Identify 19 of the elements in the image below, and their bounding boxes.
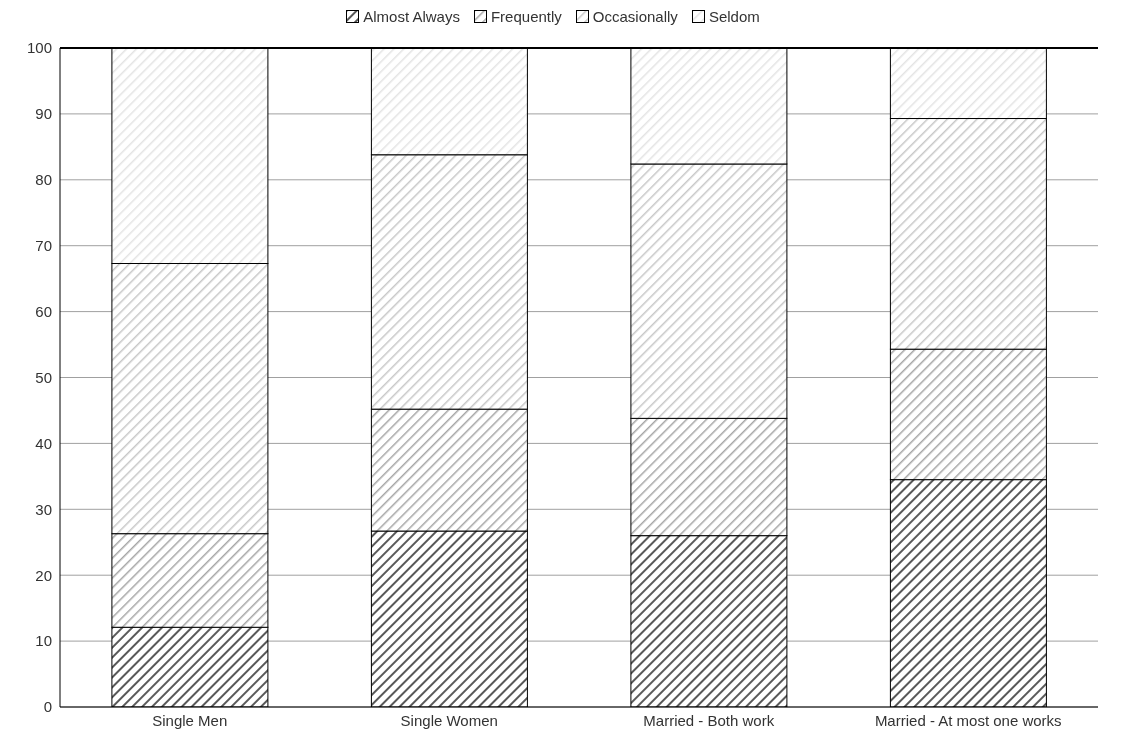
y-tick-label: 30	[35, 500, 52, 518]
x-tick-label: Married - Both work	[643, 711, 775, 729]
legend-label: Almost Always	[363, 8, 460, 25]
y-tick-label: 90	[35, 105, 52, 123]
y-tick-label: 80	[35, 171, 52, 189]
x-tick-label: Single Women	[400, 711, 498, 729]
y-tick-label: 10	[35, 632, 52, 650]
y-tick-label: 70	[35, 237, 52, 255]
legend-label: Occasionally	[592, 8, 678, 25]
x-tick-label: Married - At most one works	[874, 711, 1062, 729]
x-tick-label: Single Men	[152, 711, 228, 729]
legend-label: Seldom	[708, 8, 760, 25]
legend-label: Frequently	[490, 8, 562, 25]
y-tick-label: 100	[26, 39, 52, 57]
y-tick-label: 20	[35, 566, 52, 584]
y-tick-label: 60	[35, 302, 52, 320]
y-tick-label: 50	[35, 368, 52, 386]
y-tick-label: 0	[43, 698, 52, 716]
y-tick-label: 40	[35, 434, 52, 452]
